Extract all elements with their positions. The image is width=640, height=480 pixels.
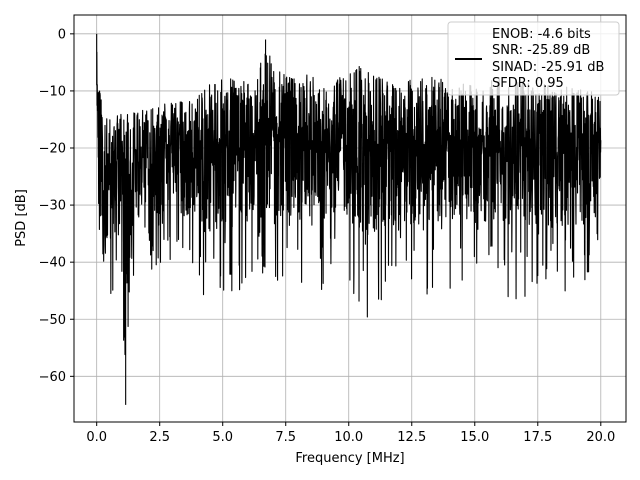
y-tick-label: 0 (58, 27, 66, 42)
legend-entry-enob: ENOB: -4.6 bits (492, 27, 591, 42)
y-tick-label: −20 (39, 142, 66, 157)
x-tick-label: 5.0 (212, 430, 233, 445)
x-tick-label: 15.0 (460, 430, 489, 445)
y-axis: 0 −10 −20 −30 −40 −50 −60 (39, 27, 74, 385)
legend-box (447, 21, 620, 96)
x-tick-label: 10.0 (334, 430, 363, 445)
x-axis-label: Frequency [MHz] (295, 451, 404, 466)
x-tick-label: 17.5 (523, 430, 552, 445)
y-tick-label: −40 (39, 256, 66, 271)
x-axis: 0.0 2.5 5.0 7.5 10.0 12.5 15.0 17.5 20.0 (86, 422, 615, 445)
y-tick-label: −50 (39, 313, 66, 328)
psd-series-line (96, 33, 602, 405)
x-tick-label: 20.0 (586, 430, 615, 445)
y-axis-label: PSD [dB] (14, 189, 29, 247)
plot-frame (73, 14, 627, 423)
x-tick-label: 0.0 (86, 430, 107, 445)
y-tick-label: −10 (39, 84, 66, 99)
legend-entry-sinad: SINAD: -25.91 dB (492, 60, 604, 75)
x-tick-label: 7.5 (275, 430, 296, 445)
legend: ENOB: -4.6 bits SNR: -25.89 dB SINAD: -2… (447, 21, 620, 96)
legend-entry-snr: SNR: -25.89 dB (492, 43, 590, 58)
psd-trace (96, 33, 602, 405)
y-tick-label: −60 (39, 370, 66, 385)
x-tick-label: 12.5 (397, 430, 426, 445)
y-tick-label: −30 (39, 199, 66, 214)
legend-entry-sfdr: SFDR: 0.95 (492, 76, 564, 91)
x-tick-label: 2.5 (149, 430, 170, 445)
